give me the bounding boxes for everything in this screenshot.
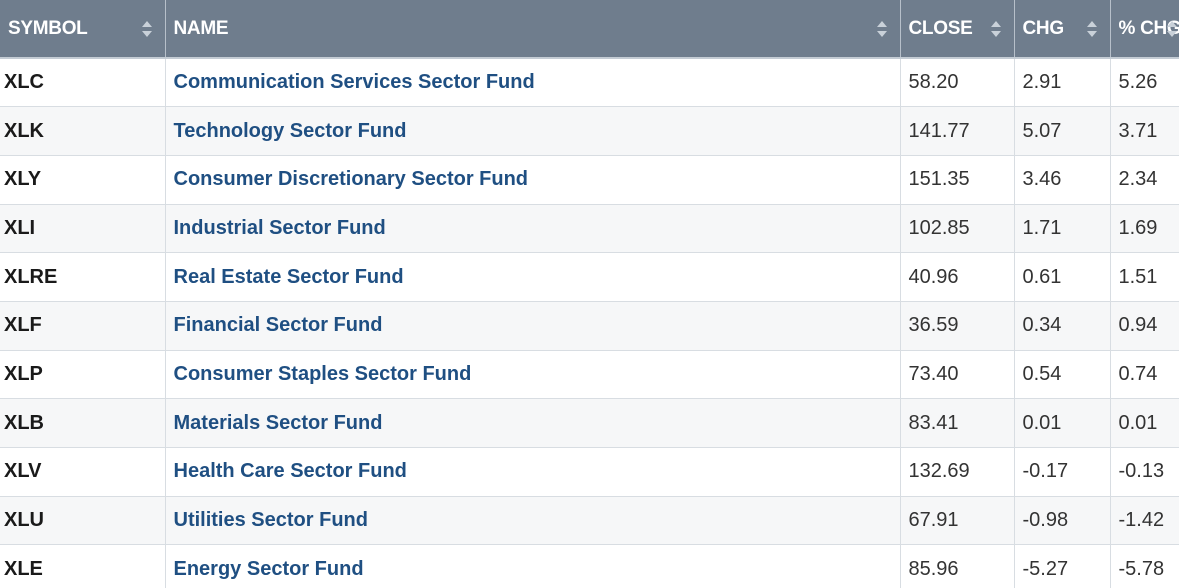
- name-cell: Consumer Discretionary Sector Fund: [165, 155, 901, 205]
- fund-name-link[interactable]: Utilities Sector Fund: [173, 509, 368, 532]
- column-header-label: NAME: [173, 17, 229, 39]
- fund-name-link[interactable]: Health Care Sector Fund: [173, 460, 407, 483]
- fund-name-link[interactable]: Consumer Discretionary Sector Fund: [173, 168, 529, 191]
- symbol-cell: XLV: [0, 447, 166, 497]
- chg-cell: 5.07: [1014, 106, 1111, 156]
- name-cell: Consumer Staples Sector Fund: [165, 350, 901, 400]
- column-header-label: SYMBOL: [8, 17, 88, 39]
- symbol-cell: XLE: [0, 544, 166, 588]
- close-cell: 58.20: [900, 58, 1015, 108]
- close-cell: 73.40: [900, 350, 1015, 400]
- fund-name-link[interactable]: Materials Sector Fund: [173, 411, 383, 434]
- close-cell: 83.41: [900, 398, 1015, 448]
- column-header-label: CLOSE: [908, 17, 973, 39]
- symbol-cell: XLY: [0, 155, 166, 205]
- column-header-label: CHG: [1022, 17, 1065, 39]
- table-body: XLC Communication Services Sector Fund 58.…: [0, 58, 1179, 588]
- table-row: XLV Health Care Sector Fund 132.69 -0.17 -0.…: [0, 447, 1179, 497]
- fund-name-link[interactable]: Financial Sector Fund: [173, 314, 383, 337]
- sort-arrows-icon[interactable]: [141, 20, 153, 38]
- column-header-pct-chg[interactable]: % CHG: [1110, 0, 1179, 59]
- name-cell: Health Care Sector Fund: [165, 447, 901, 497]
- symbol-cell: XLB: [0, 398, 166, 448]
- pct-chg-cell: 3.71: [1110, 106, 1179, 156]
- table-row: XLU Utilities Sector Fund 67.91 -0.98 -1.42: [0, 496, 1179, 546]
- name-cell: Technology Sector Fund: [165, 106, 901, 156]
- column-header-name[interactable]: NAME: [165, 0, 901, 59]
- name-cell: Materials Sector Fund: [165, 398, 901, 448]
- chg-cell: 3.46: [1014, 155, 1111, 205]
- fund-name-link[interactable]: Technology Sector Fund: [173, 119, 407, 142]
- fund-name-link[interactable]: Real Estate Sector Fund: [173, 265, 404, 288]
- table-row: XLP Consumer Staples Sector Fund 73.40 0.54…: [0, 350, 1179, 400]
- table-header-row: SYMBOL NAME CLOSE CHG % CHG: [0, 0, 1179, 59]
- close-cell: 36.59: [900, 301, 1015, 351]
- pct-chg-cell: 0.01: [1110, 398, 1179, 448]
- fund-name-link[interactable]: Communication Services Sector Fund: [173, 71, 535, 94]
- table-row: XLI Industrial Sector Fund 102.85 1.71 1.69: [0, 204, 1179, 254]
- symbol-cell: XLP: [0, 350, 166, 400]
- sort-arrows-icon[interactable]: [876, 20, 888, 38]
- close-cell: 85.96: [900, 544, 1015, 588]
- chg-cell: 0.01: [1014, 398, 1111, 448]
- chg-cell: 0.34: [1014, 301, 1111, 351]
- chg-cell: 0.61: [1014, 252, 1111, 302]
- table-row: XLF Financial Sector Fund 36.59 0.34 0.94: [0, 301, 1179, 351]
- symbol-cell: XLI: [0, 204, 166, 254]
- pct-chg-cell: 2.34: [1110, 155, 1179, 205]
- chg-cell: -0.98: [1014, 496, 1111, 546]
- table-row: XLE Energy Sector Fund 85.96 -5.27 -5.78: [0, 544, 1179, 588]
- sort-arrows-icon[interactable]: [990, 20, 1002, 38]
- chg-cell: -0.17: [1014, 447, 1111, 497]
- close-cell: 132.69: [900, 447, 1015, 497]
- pct-chg-cell: 1.51: [1110, 252, 1179, 302]
- table-row: XLC Communication Services Sector Fund 58.…: [0, 58, 1179, 108]
- close-cell: 102.85: [900, 204, 1015, 254]
- table-row: XLK Technology Sector Fund 141.77 5.07 3.71: [0, 106, 1179, 156]
- close-cell: 67.91: [900, 496, 1015, 546]
- name-cell: Utilities Sector Fund: [165, 496, 901, 546]
- table-row: XLY Consumer Discretionary Sector Fund 151…: [0, 155, 1179, 205]
- pct-chg-cell: 1.69: [1110, 204, 1179, 254]
- pct-chg-cell: -1.42: [1110, 496, 1179, 546]
- fund-name-link[interactable]: Industrial Sector Fund: [173, 216, 386, 239]
- column-header-chg[interactable]: CHG: [1014, 0, 1111, 59]
- chg-cell: 0.54: [1014, 350, 1111, 400]
- column-header-close[interactable]: CLOSE: [900, 0, 1015, 59]
- column-header-symbol[interactable]: SYMBOL: [0, 0, 166, 59]
- table-row: XLRE Real Estate Sector Fund 40.96 0.61 1.51: [0, 252, 1179, 302]
- symbol-cell: XLF: [0, 301, 166, 351]
- sort-arrows-icon[interactable]: [1166, 20, 1178, 38]
- symbol-cell: XLU: [0, 496, 166, 546]
- column-header-label: % CHG: [1118, 17, 1179, 39]
- close-cell: 151.35: [900, 155, 1015, 205]
- name-cell: Industrial Sector Fund: [165, 204, 901, 254]
- name-cell: Communication Services Sector Fund: [165, 58, 901, 108]
- symbol-cell: XLRE: [0, 252, 166, 302]
- table-row: XLB Materials Sector Fund 83.41 0.01 0.01: [0, 398, 1179, 448]
- name-cell: Energy Sector Fund: [165, 544, 901, 588]
- close-cell: 141.77: [900, 106, 1015, 156]
- pct-chg-cell: 0.94: [1110, 301, 1179, 351]
- pct-chg-cell: -5.78: [1110, 544, 1179, 588]
- close-cell: 40.96: [900, 252, 1015, 302]
- pct-chg-cell: 5.26: [1110, 58, 1179, 108]
- name-cell: Real Estate Sector Fund: [165, 252, 901, 302]
- sort-arrows-icon[interactable]: [1086, 20, 1098, 38]
- name-cell: Financial Sector Fund: [165, 301, 901, 351]
- symbol-cell: XLK: [0, 106, 166, 156]
- chg-cell: 1.71: [1014, 204, 1111, 254]
- symbol-cell: XLC: [0, 58, 166, 108]
- chg-cell: 2.91: [1014, 58, 1111, 108]
- chg-cell: -5.27: [1014, 544, 1111, 588]
- fund-name-link[interactable]: Consumer Staples Sector Fund: [173, 362, 472, 385]
- pct-chg-cell: -0.13: [1110, 447, 1179, 497]
- fund-name-link[interactable]: Energy Sector Fund: [173, 557, 364, 580]
- pct-chg-cell: 0.74: [1110, 350, 1179, 400]
